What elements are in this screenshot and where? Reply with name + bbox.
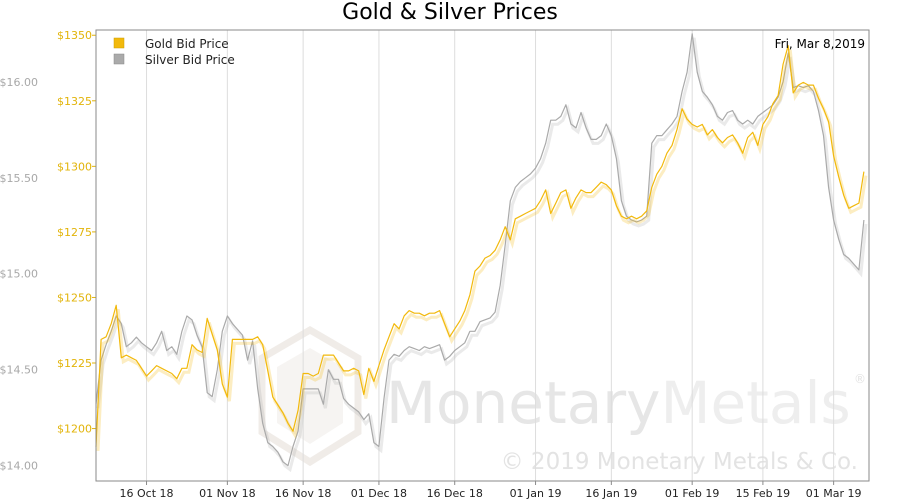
watermark-brand: MonetaryMetals xyxy=(386,369,851,437)
y-left-tick-label: $1350 xyxy=(57,29,92,42)
x-tick-label: 01 Dec 18 xyxy=(351,487,407,500)
date-label: Fri, Mar 8,2019 xyxy=(775,37,865,51)
watermark: MonetaryMetals ® © 2019 Monetary Metals … xyxy=(258,325,866,475)
y-right-tick-label: $15.00 xyxy=(0,268,38,281)
y-left-tick-label: $1225 xyxy=(57,357,92,370)
y-right-tick-label: $14.50 xyxy=(0,364,38,377)
legend-label-silver: Silver Bid Price xyxy=(145,53,235,67)
watermark-registered: ® xyxy=(854,372,866,386)
legend-swatch-silver xyxy=(113,53,125,65)
legend-label-gold: Gold Bid Price xyxy=(145,37,229,51)
series-layer xyxy=(95,33,868,473)
x-tick-label: 01 Jan 19 xyxy=(510,487,562,500)
legend-swatch-gold xyxy=(113,37,125,49)
watermark-copyright: © 2019 Monetary Metals & Co. xyxy=(501,449,858,475)
legend: Gold Bid Price Silver Bid Price xyxy=(113,37,235,67)
y-axis-left-ticks: $1350 $1325 $1300 $1275 $1250 $1225 $1200 xyxy=(57,29,96,436)
x-tick-label: 01 Mar 19 xyxy=(806,487,862,500)
x-gridlines xyxy=(146,30,835,481)
y-axis-right-ticks: $16.00 $15.50 $15.00 $14.50 $14.00 xyxy=(0,76,38,473)
plot-frame xyxy=(95,29,870,482)
chart-title: Gold & Silver Prices xyxy=(342,0,558,25)
x-tick-label: 16 Dec 18 xyxy=(427,487,483,500)
x-tick-label: 16 Jan 19 xyxy=(585,487,637,500)
x-tick-label: 16 Oct 18 xyxy=(120,487,174,500)
x-tick-label: 16 Nov 18 xyxy=(275,487,331,500)
y-left-tick-label: $1250 xyxy=(57,291,92,304)
y-left-tick-label: $1275 xyxy=(57,226,92,239)
y-right-tick-label: $15.50 xyxy=(0,172,38,185)
series-line-gold-bid-price xyxy=(95,45,865,447)
y-left-tick-label: $1325 xyxy=(57,95,92,108)
series-line-silver-bid-price xyxy=(95,33,865,467)
x-tick-label: 01 Feb 19 xyxy=(665,487,719,500)
x-axis-ticks: 16 Oct 18 01 Nov 18 16 Nov 18 01 Dec 18 16 D… xyxy=(120,481,862,500)
y-right-tick-label: $14.00 xyxy=(0,460,38,473)
x-tick-label: 15 Feb 19 xyxy=(736,487,790,500)
y-left-tick-label: $1300 xyxy=(57,160,92,173)
y-right-tick-label: $16.00 xyxy=(0,76,38,89)
watermark-logo-icon xyxy=(258,325,362,467)
x-tick-label: 01 Nov 18 xyxy=(199,487,255,500)
y-left-tick-label: $1200 xyxy=(57,423,92,436)
